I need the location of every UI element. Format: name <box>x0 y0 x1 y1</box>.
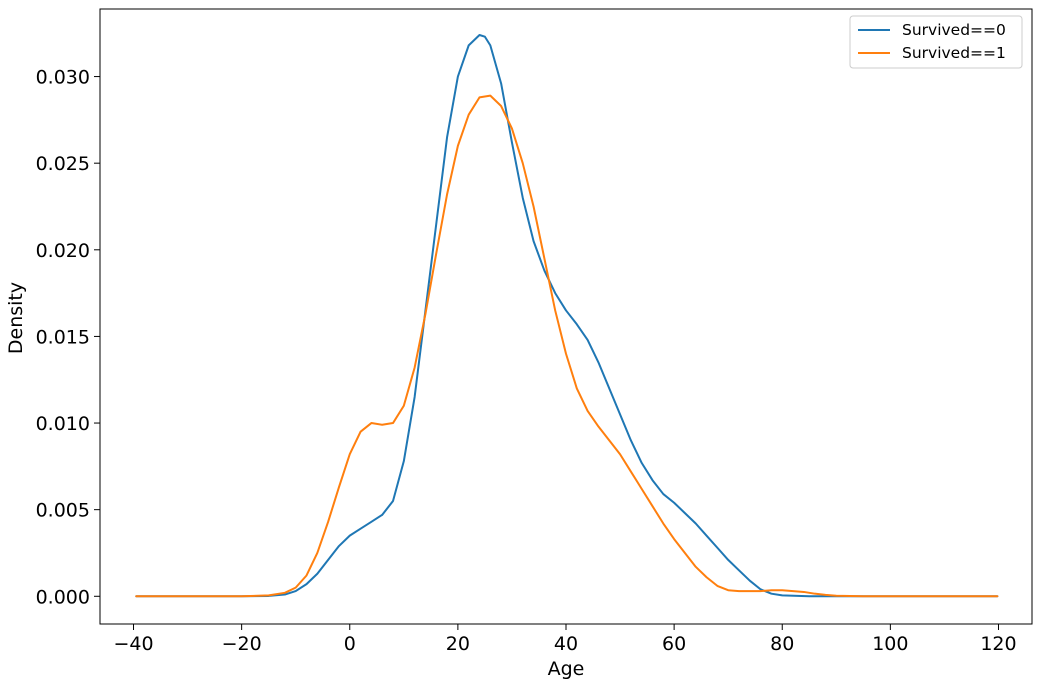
y-tick-label: 0.010 <box>36 413 90 435</box>
legend-box <box>849 15 1023 69</box>
x-tick-label: −40 <box>113 633 153 655</box>
series-lines <box>135 33 999 598</box>
y-tick-label: 0.005 <box>36 500 90 522</box>
y-tick-label: 0.000 <box>36 586 90 608</box>
legend-label-1: Survived==1 <box>902 44 1006 62</box>
series-line-0 <box>135 33 999 598</box>
y-tick-label: 0.020 <box>36 240 90 262</box>
series-line-1 <box>135 94 999 598</box>
x-tick-label: −20 <box>222 633 262 655</box>
x-tick-label: 0 <box>344 633 356 655</box>
y-axis-label: Density <box>5 282 27 354</box>
x-tick-label: 40 <box>554 633 578 655</box>
x-axis: −40 −20 0 20 40 60 80 100 120 <box>113 624 1017 655</box>
y-tick-label: 0.015 <box>36 326 90 348</box>
x-tick-label: 80 <box>770 633 794 655</box>
x-tick-label: 20 <box>446 633 470 655</box>
x-tick-label: 60 <box>662 633 686 655</box>
x-tick-label: 100 <box>872 633 908 655</box>
y-tick-label: 0.030 <box>36 67 90 89</box>
y-axis: 0.000 0.005 0.010 0.015 0.020 0.025 0.030 <box>36 67 100 608</box>
plot-frame <box>99 8 1033 625</box>
x-tick-label: 120 <box>980 633 1016 655</box>
x-axis-label: Age <box>548 658 585 680</box>
y-tick-label: 0.025 <box>36 153 90 175</box>
legend: Survived==0 Survived==1 <box>849 15 1023 69</box>
legend-label-0: Survived==0 <box>902 21 1006 39</box>
